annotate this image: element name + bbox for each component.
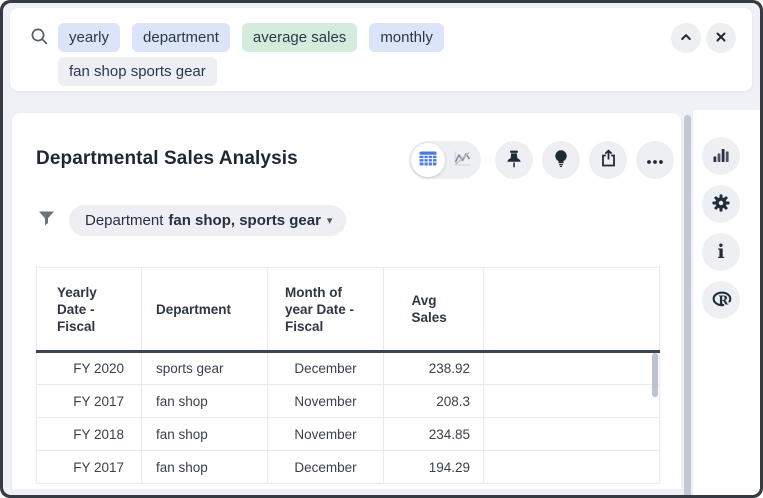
page-scrollbar[interactable]	[684, 115, 691, 495]
filter-value: fan shop, sports gear	[168, 212, 321, 229]
lightbulb-icon	[552, 149, 570, 171]
settings-button[interactable]	[702, 185, 740, 223]
cell-empty	[483, 450, 660, 484]
query-token[interactable]: average sales	[241, 23, 358, 52]
query-token[interactable]: department	[132, 23, 230, 52]
line-chart-icon	[453, 150, 472, 170]
right-icon-rail: i R	[702, 137, 740, 319]
view-toggle	[409, 141, 481, 179]
pin-button[interactable]	[495, 141, 533, 179]
query-token[interactable]: fan shop sports gear	[58, 57, 217, 86]
close-icon	[714, 30, 728, 47]
cell-avg-sales: 238.92	[383, 351, 484, 385]
table-row[interactable]: FY 2017 fan shop December 194.29	[36, 450, 660, 484]
query-tokens: yearly department average sales monthly …	[58, 23, 444, 86]
department-filter-pill[interactable]: Department fan shop, sports gear ▾	[69, 205, 347, 236]
cell-month: November	[267, 384, 384, 418]
svg-text:R: R	[718, 293, 729, 307]
column-header-empty	[483, 267, 660, 353]
cell-month: November	[267, 417, 384, 451]
info-button[interactable]: i	[702, 233, 740, 271]
filter-funnel-icon	[38, 210, 55, 232]
more-button[interactable]	[636, 141, 674, 179]
query-token[interactable]: monthly	[369, 23, 444, 52]
table-row[interactable]: FY 2018 fan shop November 234.85	[36, 417, 660, 451]
cell-fiscal-year: FY 2017	[36, 384, 142, 418]
cell-fiscal-year: FY 2020	[36, 351, 142, 385]
search-bar[interactable]: yearly department average sales monthly …	[10, 8, 752, 91]
table-view-button[interactable]	[411, 143, 445, 177]
cell-avg-sales: 234.85	[383, 417, 484, 451]
cell-department: sports gear	[141, 351, 268, 385]
ellipsis-icon	[646, 153, 664, 168]
column-header-yearly-date[interactable]: Yearly Date - Fiscal	[36, 267, 142, 353]
info-icon: i	[717, 240, 725, 263]
cell-empty	[483, 417, 660, 451]
close-search-button[interactable]	[706, 23, 736, 53]
table-header-row: Yearly Date - Fiscal Department Month of…	[36, 267, 660, 353]
cell-fiscal-year: FY 2017	[36, 450, 142, 484]
chevron-up-icon	[679, 30, 693, 47]
caret-down-icon: ▾	[326, 215, 333, 227]
cell-avg-sales: 194.29	[383, 450, 484, 484]
page-background: yearly department average sales monthly …	[3, 3, 760, 495]
filter-row: Department fan shop, sports gear ▾	[38, 205, 347, 236]
column-chart-icon	[712, 146, 730, 167]
answer-toolbar	[409, 141, 674, 179]
share-icon	[599, 149, 618, 171]
table-row[interactable]: FY 2020 sports gear December 238.92	[36, 351, 660, 385]
column-header-month[interactable]: Month of year Date - Fiscal	[267, 267, 384, 353]
column-header-avg-sales[interactable]: Avg Sales	[383, 267, 484, 353]
insights-button[interactable]	[542, 141, 580, 179]
search-icon	[30, 27, 49, 51]
table-scrollbar[interactable]	[652, 353, 658, 397]
collapse-search-button[interactable]	[671, 23, 701, 53]
answer-panel: Departmental Sales Analysis	[12, 113, 681, 495]
pin-icon	[504, 149, 524, 172]
results-table: Yearly Date - Fiscal Department Month of…	[36, 267, 660, 484]
cell-fiscal-year: FY 2018	[36, 417, 142, 451]
cell-month: December	[267, 450, 384, 484]
cell-empty	[483, 351, 660, 385]
query-token[interactable]: yearly	[58, 23, 121, 52]
cell-avg-sales: 208.3	[383, 384, 484, 418]
table-icon	[419, 151, 437, 169]
cell-empty	[483, 384, 660, 418]
table-row[interactable]: FY 2017 fan shop November 208.3	[36, 384, 660, 418]
r-logo-icon: R	[710, 288, 733, 313]
horizontal-scroll-track[interactable]	[12, 489, 681, 495]
filter-field-label: Department	[85, 212, 164, 229]
cell-department: fan shop	[141, 450, 268, 484]
gear-icon	[711, 193, 731, 216]
cell-month: December	[267, 351, 384, 385]
r-analysis-button[interactable]: R	[702, 281, 740, 319]
chart-panel-button[interactable]	[702, 137, 740, 175]
column-header-department[interactable]: Department	[141, 267, 268, 353]
chart-view-button[interactable]	[445, 143, 479, 177]
page-title: Departmental Sales Analysis	[36, 148, 298, 169]
cell-department: fan shop	[141, 384, 268, 418]
share-button[interactable]	[589, 141, 627, 179]
cell-department: fan shop	[141, 417, 268, 451]
